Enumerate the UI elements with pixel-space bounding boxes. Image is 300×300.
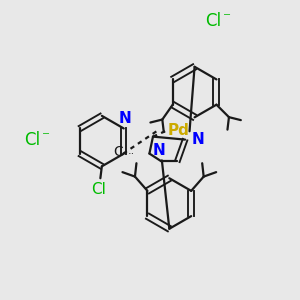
Text: C: C	[113, 145, 123, 159]
Text: Pd: Pd	[167, 123, 189, 138]
Text: ..: ..	[128, 146, 135, 156]
Text: ⁻: ⁻	[223, 10, 231, 25]
Text: Cl: Cl	[24, 130, 40, 148]
Text: ⁻: ⁻	[41, 129, 50, 144]
Text: N: N	[152, 143, 165, 158]
Text: Cl: Cl	[92, 182, 106, 197]
Text: N: N	[119, 111, 132, 126]
Text: Cl: Cl	[205, 12, 221, 30]
Text: N: N	[192, 132, 204, 147]
